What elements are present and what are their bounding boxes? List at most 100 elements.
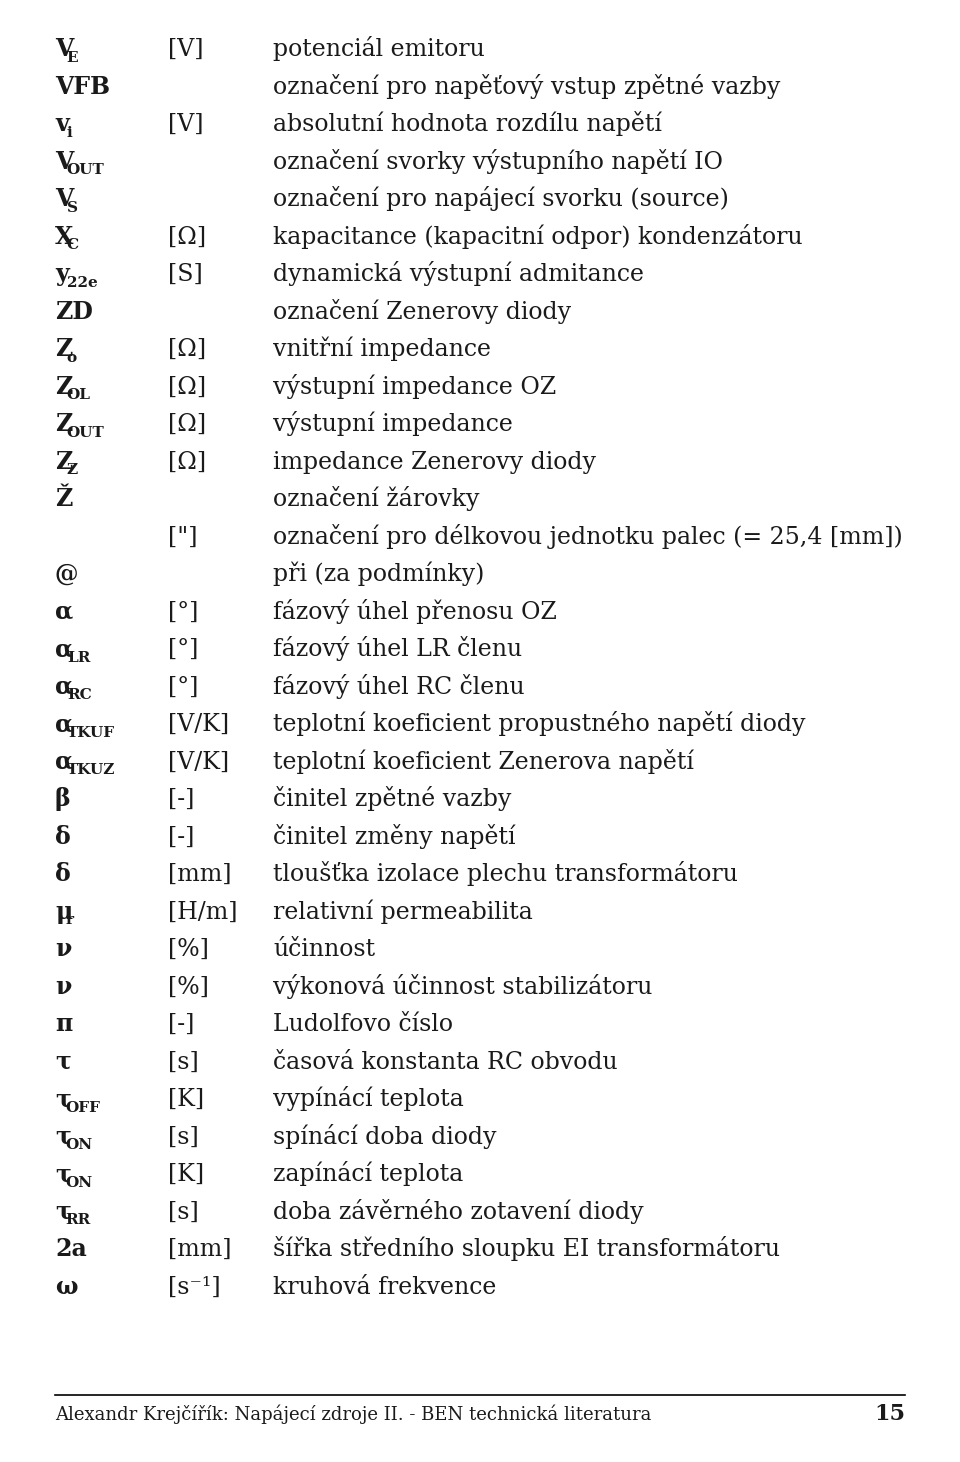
Text: vnitřní impedance: vnitřní impedance	[273, 336, 491, 361]
Text: označení pro napájecí svorku (source): označení pro napájecí svorku (source)	[273, 186, 729, 211]
Text: [%]: [%]	[168, 975, 209, 999]
Text: [Ω]: [Ω]	[168, 376, 206, 399]
Text: τ: τ	[55, 1200, 71, 1224]
Text: relativní permeabilita: relativní permeabilita	[273, 899, 533, 924]
Text: α: α	[55, 599, 73, 624]
Text: v: v	[55, 113, 69, 136]
Text: potenciál emitoru: potenciál emitoru	[273, 37, 485, 61]
Text: V: V	[55, 37, 73, 61]
Text: TKUF: TKUF	[67, 725, 115, 740]
Text: α: α	[55, 674, 73, 699]
Text: i: i	[66, 126, 72, 140]
Text: y: y	[55, 262, 69, 287]
Text: [-]: [-]	[168, 1013, 194, 1037]
Text: V: V	[55, 149, 73, 174]
Text: ["]: ["]	[168, 526, 198, 548]
Text: [s]: [s]	[168, 1051, 199, 1073]
Text: vypínácí teplota: vypínácí teplota	[273, 1086, 464, 1111]
Text: τ: τ	[55, 1050, 71, 1073]
Text: účinnost: účinnost	[273, 939, 375, 961]
Text: tloušťka izolace plechu transformátoru: tloušťka izolace plechu transformátoru	[273, 861, 738, 886]
Text: δ: δ	[55, 863, 71, 886]
Text: π: π	[55, 1012, 72, 1037]
Text: μ: μ	[55, 899, 72, 924]
Text: dynamická výstupní admitance: dynamická výstupní admitance	[273, 262, 644, 287]
Text: τ: τ	[55, 1124, 71, 1149]
Text: označení pro napěťový vstup zpětné vazby: označení pro napěťový vstup zpětné vazby	[273, 73, 780, 98]
Text: fázový úhel přenosu OZ: fázový úhel přenosu OZ	[273, 598, 557, 624]
Text: časová konstanta RC obvodu: časová konstanta RC obvodu	[273, 1051, 617, 1073]
Text: 22e: 22e	[66, 276, 97, 289]
Text: [°]: [°]	[168, 601, 199, 624]
Text: ZD: ZD	[55, 300, 93, 323]
Text: doba závěrného zotavení diody: doba závěrného zotavení diody	[273, 1199, 643, 1224]
Text: [S]: [S]	[168, 263, 203, 287]
Text: [V/K]: [V/K]	[168, 713, 229, 737]
Text: označení svorky výstupního napětí IO: označení svorky výstupního napětí IO	[273, 149, 723, 174]
Text: [s⁻¹]: [s⁻¹]	[168, 1276, 221, 1298]
Text: Ž: Ž	[55, 487, 72, 512]
Text: δ: δ	[55, 825, 71, 848]
Text: [V]: [V]	[168, 38, 204, 61]
Text: X: X	[55, 225, 74, 249]
Text: [Ω]: [Ω]	[168, 225, 206, 249]
Text: teplotní koeficient propustného napětí diody: teplotní koeficient propustného napětí d…	[273, 711, 805, 737]
Text: β: β	[55, 787, 71, 811]
Text: OUT: OUT	[66, 164, 105, 177]
Text: Z: Z	[66, 463, 78, 477]
Text: RC: RC	[67, 689, 92, 702]
Text: [mm]: [mm]	[168, 863, 231, 886]
Text: C: C	[66, 238, 79, 251]
Text: [Ω]: [Ω]	[168, 414, 206, 436]
Text: označení žárovky: označení žárovky	[273, 487, 479, 512]
Text: α: α	[55, 712, 73, 737]
Text: Z: Z	[55, 338, 72, 361]
Text: OL: OL	[66, 387, 90, 402]
Text: ON: ON	[65, 1175, 92, 1190]
Text: Ludolfovo číslo: Ludolfovo číslo	[273, 1013, 453, 1037]
Text: OFF: OFF	[65, 1101, 100, 1114]
Text: V: V	[55, 187, 73, 211]
Text: zapínácí teplota: zapínácí teplota	[273, 1161, 464, 1186]
Text: činitel zpětné vazby: činitel zpětné vazby	[273, 787, 512, 811]
Text: α: α	[55, 750, 73, 773]
Text: LR: LR	[67, 651, 90, 665]
Text: α: α	[55, 637, 73, 661]
Text: ON: ON	[65, 1137, 92, 1152]
Text: [mm]: [mm]	[168, 1238, 231, 1262]
Text: [H/m]: [H/m]	[168, 901, 237, 924]
Text: TKUZ: TKUZ	[67, 763, 115, 778]
Text: [K]: [K]	[168, 1164, 204, 1186]
Text: [Ω]: [Ω]	[168, 450, 206, 474]
Text: šířka středního sloupku EI transformátoru: šířka středního sloupku EI transformátor…	[273, 1237, 780, 1262]
Text: spínácí doba diody: spínácí doba diody	[273, 1124, 496, 1149]
Text: Z: Z	[55, 412, 72, 436]
Text: kapacitance (kapacitní odpor) kondenzátoru: kapacitance (kapacitní odpor) kondenzáto…	[273, 224, 803, 249]
Text: VFB: VFB	[55, 75, 110, 98]
Text: výstupní impedance: výstupní impedance	[273, 411, 513, 436]
Text: [°]: [°]	[168, 637, 199, 661]
Text: [K]: [K]	[168, 1088, 204, 1111]
Text: τ: τ	[55, 1162, 71, 1186]
Text: [%]: [%]	[168, 939, 209, 961]
Text: absolutní hodnota rozdílu napětí: absolutní hodnota rozdílu napětí	[273, 111, 661, 136]
Text: [s]: [s]	[168, 1126, 199, 1149]
Text: výstupní impedance OZ: výstupní impedance OZ	[273, 374, 556, 399]
Text: S: S	[66, 200, 78, 215]
Text: @: @	[55, 561, 79, 586]
Text: při (za podmínky): při (za podmínky)	[273, 561, 485, 586]
Text: r: r	[65, 914, 73, 927]
Text: 15: 15	[874, 1404, 905, 1425]
Text: ω: ω	[55, 1275, 78, 1298]
Text: OUT: OUT	[66, 425, 105, 440]
Text: označení Zenerovy diody: označení Zenerovy diody	[273, 298, 571, 323]
Text: o: o	[66, 351, 77, 364]
Text: Alexandr Krejčířík: Napájecí zdroje II. - BEN technická literatura: Alexandr Krejčířík: Napájecí zdroje II. …	[55, 1405, 652, 1424]
Text: [°]: [°]	[168, 675, 199, 699]
Text: výkonová účinnost stabilizátoru: výkonová účinnost stabilizátoru	[273, 974, 653, 999]
Text: impedance Zenerovy diody: impedance Zenerovy diody	[273, 450, 596, 474]
Text: RR: RR	[65, 1213, 90, 1227]
Text: činitel změny napětí: činitel změny napětí	[273, 823, 516, 848]
Text: [s]: [s]	[168, 1200, 199, 1224]
Text: Z: Z	[55, 374, 72, 399]
